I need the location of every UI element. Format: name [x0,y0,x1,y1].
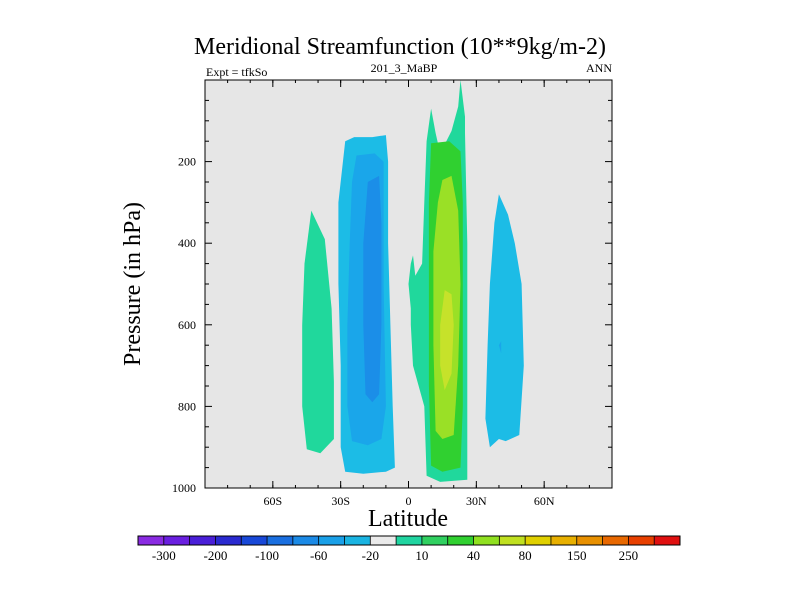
y-tick-label-3: 800 [178,399,196,413]
x-tick-label-4: 60N [534,494,555,508]
contour-region-4 [485,194,524,448]
colorbar-swatch-19 [628,536,655,545]
colorbar-swatch-2 [189,536,216,545]
colorbar-swatch-10 [396,536,423,545]
colorbar-label-9: 250 [619,548,639,563]
colorbar-label-7: 80 [519,548,532,563]
colorbar-swatch-15 [525,536,552,545]
colorbar-swatch-17 [576,536,603,545]
chart-title: Meridional Streamfunction (10**9kg/m-2) [194,34,606,60]
y-tick-label-0: 200 [178,155,196,169]
contour-region-0 [302,210,334,454]
x-tick-label-3: 30N [466,494,487,508]
colorbar-swatch-3 [215,536,242,545]
colorbar-label-6: 40 [467,548,480,563]
y-tick-label-1: 400 [178,236,196,250]
colorbar-swatch-7 [318,536,345,545]
colorbar-label-4: -20 [362,548,379,563]
colorbar-label-1: -200 [204,548,228,563]
colorbar-swatch-16 [550,536,578,545]
colorbar-swatch-1 [163,536,190,545]
colorbar-swatch-6 [292,536,319,545]
colorbar: -300 -200 -100 -60 -20 10 40 80 150 250 [137,535,681,563]
colorbar-swatch-11 [421,536,449,545]
colorbar-swatch-4 [241,536,268,545]
contour-region-9 [440,290,454,391]
y-tick-label-2: 600 [178,318,196,332]
season-label: ANN [586,61,612,75]
axes: 60S 30S 0 30N 60N 200 400 600 800 1000 [172,80,613,508]
colorbar-label-2: -100 [255,548,279,563]
colorbar-swatch-12 [447,536,474,545]
x-tick-label-1: 30S [331,494,350,508]
contour-region-3 [363,175,382,403]
colorbar-swatch-13 [473,536,500,545]
experiment-label: Expt = tfkSo [206,65,267,79]
contour-region-5 [498,341,502,354]
colorbar-label-0: -300 [152,548,176,563]
colorbar-swatch-20 [654,536,681,545]
colorbar-frame [137,535,681,546]
x-tick-label-0: 60S [263,494,282,508]
colorbar-swatch-8 [344,536,371,545]
colorbar-swatch-9 [370,536,397,545]
colorbar-swatch-5 [267,536,294,545]
colorbar-swatch-14 [499,536,526,545]
colorbar-label-3: -60 [310,548,327,563]
y-axis-title: Pressure (in hPa) [120,202,146,366]
period-label: 201_3_MaBP [371,61,438,75]
x-axis-title: Latitude [368,506,448,532]
colorbar-label-8: 150 [567,548,587,563]
colorbar-label-5: 10 [415,548,428,563]
x-tick-label-2: 0 [406,494,412,508]
y-tick-label-4: 1000 [172,481,196,495]
colorbar-swatch-0 [138,536,165,545]
colorbar-swatch-18 [602,536,629,545]
contour-regions [302,80,524,482]
